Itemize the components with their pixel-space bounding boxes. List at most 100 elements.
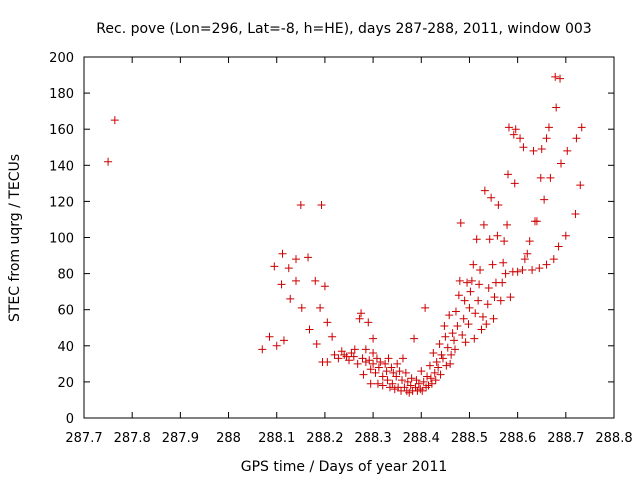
data-point xyxy=(465,303,474,312)
data-point xyxy=(455,276,464,285)
data-point xyxy=(416,385,425,394)
data-point xyxy=(369,359,378,368)
data-point xyxy=(353,359,362,368)
x-tick-label: 288.6 xyxy=(499,431,536,446)
data-point xyxy=(440,321,449,330)
data-point xyxy=(381,359,390,368)
data-point xyxy=(378,372,387,381)
data-point xyxy=(472,235,481,244)
data-point xyxy=(446,359,455,368)
data-point xyxy=(277,280,286,289)
y-axis-label: STEC from uqrg / TECUs xyxy=(7,154,23,322)
y-tick-label: 100 xyxy=(49,232,74,247)
data-point xyxy=(390,385,399,394)
data-point xyxy=(470,334,479,343)
data-point xyxy=(419,377,428,386)
data-point xyxy=(529,146,538,155)
data-point xyxy=(466,287,475,296)
data-point xyxy=(476,265,485,274)
data-point xyxy=(493,231,502,240)
data-point xyxy=(463,278,472,287)
data-point xyxy=(374,363,383,372)
data-point xyxy=(509,130,518,139)
data-point xyxy=(456,219,465,228)
data-point xyxy=(448,329,457,338)
x-tick-label: 288.2 xyxy=(306,431,343,446)
data-point xyxy=(376,358,385,367)
data-point xyxy=(461,338,470,347)
data-point xyxy=(471,309,480,318)
data-point xyxy=(323,318,332,327)
data-point xyxy=(284,264,293,273)
data-point xyxy=(576,181,585,190)
data-point xyxy=(258,345,267,354)
data-point xyxy=(320,282,329,291)
data-point xyxy=(357,309,366,318)
data-point xyxy=(537,145,546,154)
y-tick-label: 120 xyxy=(49,195,74,210)
data-point xyxy=(540,195,549,204)
data-point xyxy=(451,307,460,316)
data-point xyxy=(504,170,512,179)
data-point xyxy=(369,334,378,343)
data-point xyxy=(429,349,438,358)
data-point xyxy=(532,217,541,226)
data-point xyxy=(305,325,314,334)
data-point xyxy=(518,265,527,274)
y-tick-label: 0 xyxy=(66,412,74,427)
data-point xyxy=(520,255,529,264)
data-point xyxy=(504,123,513,132)
data-point xyxy=(506,293,515,302)
data-point xyxy=(546,173,555,182)
data-point xyxy=(500,237,509,246)
data-point xyxy=(442,361,451,370)
data-point xyxy=(323,358,332,367)
data-point xyxy=(487,193,496,202)
data-point xyxy=(410,334,419,343)
data-point xyxy=(392,372,401,381)
data-point xyxy=(378,381,387,390)
data-point xyxy=(355,314,364,323)
data-point xyxy=(460,296,469,305)
x-tick-label: 288.1 xyxy=(258,431,295,446)
data-point xyxy=(371,368,380,377)
data-point xyxy=(406,381,415,390)
x-tick-label: 287.9 xyxy=(162,431,199,446)
data-point xyxy=(479,220,488,229)
data-point xyxy=(373,379,382,388)
data-point xyxy=(395,367,404,376)
data-point xyxy=(424,381,433,390)
data-point xyxy=(450,336,459,345)
data-point xyxy=(488,260,497,269)
data-point xyxy=(438,354,447,363)
data-point xyxy=(383,376,392,385)
data-point xyxy=(519,143,528,152)
data-point xyxy=(523,249,532,258)
data-point xyxy=(535,264,544,273)
data-point xyxy=(361,345,370,354)
data-point xyxy=(434,363,443,372)
data-point xyxy=(104,157,113,166)
data-point xyxy=(358,354,367,363)
data-point xyxy=(418,386,427,395)
data-point xyxy=(572,134,581,143)
data-point xyxy=(297,303,306,312)
data-point xyxy=(265,332,274,341)
y-tick-label: 180 xyxy=(49,87,74,102)
axis-ticks: 287.7 287.8 287.9 288 288.1 288.2 288.3 288.4 28… xyxy=(49,51,632,446)
data-point xyxy=(513,267,522,276)
data-point xyxy=(503,220,512,229)
data-point xyxy=(469,260,478,269)
data-point xyxy=(372,354,381,363)
data-point xyxy=(292,276,300,285)
data-point xyxy=(417,367,426,376)
data-point xyxy=(430,368,439,377)
data-point xyxy=(544,123,553,132)
data-point xyxy=(483,300,492,309)
data-point xyxy=(477,325,486,334)
data-point xyxy=(345,356,353,365)
data-point xyxy=(458,330,467,339)
data-point xyxy=(467,276,476,285)
data-point xyxy=(366,379,375,388)
